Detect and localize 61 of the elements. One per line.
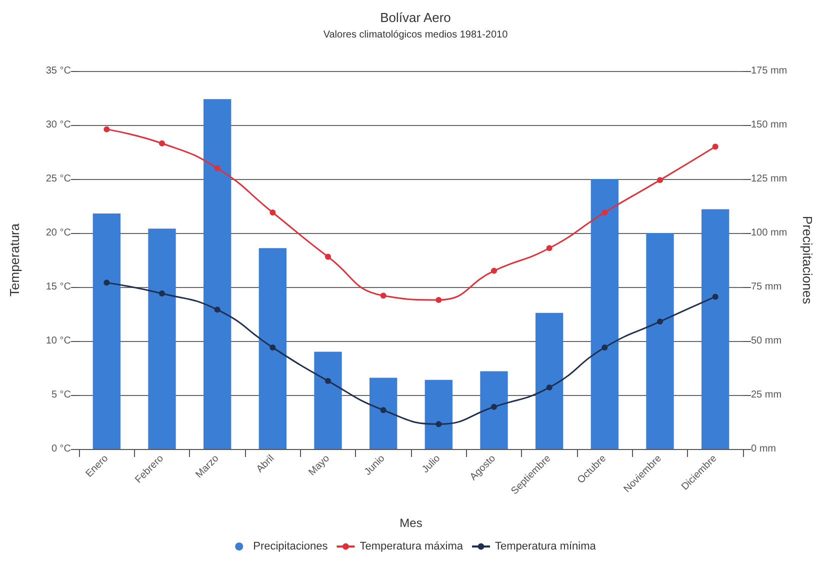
y-tick-label: 15 °C bbox=[46, 282, 71, 292]
y2-tick-label: 150 mm bbox=[751, 120, 788, 130]
y2-tick-label: 125 mm bbox=[751, 174, 788, 184]
point bbox=[491, 268, 497, 274]
point bbox=[436, 296, 442, 303]
point bbox=[380, 407, 386, 414]
point bbox=[491, 404, 497, 410]
bar bbox=[590, 179, 618, 449]
bar bbox=[314, 352, 342, 449]
point bbox=[104, 126, 110, 132]
point bbox=[436, 421, 442, 428]
point bbox=[602, 209, 608, 216]
y2-tick-label: 50 mm bbox=[751, 336, 782, 346]
point bbox=[325, 254, 331, 260]
legend-label: Temperatura máxima bbox=[360, 540, 464, 552]
y2-tick-label: 175 mm bbox=[751, 66, 788, 76]
point bbox=[214, 165, 220, 172]
y2-tick-label: 75 mm bbox=[751, 282, 782, 292]
bar bbox=[480, 371, 508, 449]
y2-tick-label: 25 mm bbox=[751, 390, 782, 400]
y-tick-label: 10 °C bbox=[46, 336, 71, 346]
bar bbox=[204, 99, 232, 449]
point bbox=[159, 140, 165, 146]
point bbox=[657, 318, 663, 325]
point bbox=[546, 245, 552, 252]
point bbox=[270, 209, 276, 216]
bar bbox=[646, 233, 674, 449]
bar bbox=[370, 378, 398, 449]
y2-tick-label: 0 mm bbox=[751, 444, 776, 454]
chart-subtitle: Valores climatológicos medios 1981-2010 bbox=[323, 30, 508, 40]
bar bbox=[258, 248, 286, 449]
y2-axis-title: Precipitaciones bbox=[800, 216, 815, 305]
point bbox=[546, 384, 552, 390]
y-axis-title: Temperatura bbox=[7, 222, 22, 296]
x-tick-label: Julio bbox=[420, 452, 443, 476]
point bbox=[214, 306, 220, 313]
bar bbox=[702, 209, 730, 449]
bar bbox=[536, 312, 564, 449]
y-tick-label: 20 °C bbox=[46, 228, 71, 238]
bar bbox=[92, 214, 120, 449]
legend-label: Precipitaciones bbox=[253, 540, 328, 552]
y-tick-label: 0 °C bbox=[51, 444, 71, 454]
y2-tick-label: 100 mm bbox=[751, 228, 788, 238]
chart-title: Bolívar Aero bbox=[380, 10, 451, 25]
x-axis-title: Mes bbox=[400, 516, 422, 530]
point bbox=[602, 344, 608, 350]
bar bbox=[148, 228, 176, 449]
point bbox=[380, 292, 386, 299]
point bbox=[657, 177, 663, 184]
y-tick-label: 30 °C bbox=[46, 120, 71, 130]
point bbox=[712, 294, 718, 300]
legend-label: Temperatura mínima bbox=[495, 540, 597, 552]
point bbox=[712, 144, 718, 150]
point bbox=[159, 290, 165, 296]
bar bbox=[424, 380, 452, 449]
y-tick-label: 25 °C bbox=[46, 174, 71, 184]
y-tick-label: 5 °C bbox=[51, 390, 71, 400]
point bbox=[104, 280, 110, 286]
point bbox=[325, 378, 331, 384]
y-tick-label: 35 °C bbox=[46, 66, 71, 76]
point bbox=[270, 344, 276, 350]
